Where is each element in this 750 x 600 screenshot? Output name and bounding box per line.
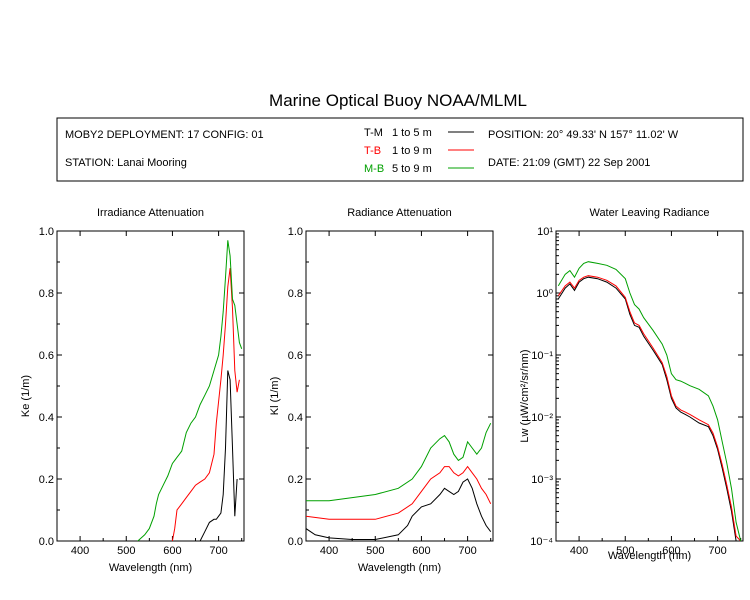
station-text: STATION: Lanai Mooring (65, 157, 187, 169)
x-tick-label: 500 (616, 545, 634, 557)
x-axis-label: Wavelength (nm) (358, 562, 441, 574)
position-text: POSITION: 20° 49.33' N 157° 11.02' W (488, 129, 679, 141)
y-tick-label: 0.4 (39, 412, 54, 424)
x-tick-label: 700 (209, 545, 227, 557)
y-tick-label: 0.0 (39, 536, 54, 548)
series-line-t-b (171, 268, 240, 541)
y-tick-label: 0.2 (288, 474, 303, 486)
series-line-t-b (557, 275, 742, 541)
x-tick-label: 600 (412, 545, 430, 557)
y-tick-label: 10⁻¹ (531, 350, 553, 362)
y-tick-label: 0.0 (288, 536, 303, 548)
y-tick-label: 10¹ (537, 226, 553, 238)
legend-range-t-b: 1 to 9 m (392, 145, 432, 157)
info-box (56, 117, 744, 182)
y-tick-label: 0.8 (39, 288, 54, 300)
legend-code-t-m: T-M (364, 127, 383, 139)
x-tick-label: 400 (320, 545, 338, 557)
legend-code-m-b: M-B (364, 163, 384, 175)
deployment-text: MOBY2 DEPLOYMENT: 17 CONFIG: 01 (65, 129, 264, 141)
y-tick-label: 0.4 (288, 412, 303, 424)
y-tick-label: 10⁻² (531, 412, 553, 424)
x-tick-label: 500 (366, 545, 384, 557)
x-tick-label: 400 (570, 545, 588, 557)
x-tick-label: 700 (458, 545, 476, 557)
chart-panel-2: Radiance Attenuation 400 500 600 700 0.0 0.2 0.… (269, 207, 494, 574)
y-tick-label: 10⁰ (536, 288, 553, 300)
y-tick-label: 1.0 (39, 226, 54, 238)
panel-title: Irradiance Attenuation (97, 207, 204, 219)
plot-frame (305, 230, 494, 542)
chart-panels: Irradiance Attenuation 400 500 600 700 0.0 0.2… (20, 207, 744, 574)
y-axis-label: Kl (1/m) (269, 377, 281, 416)
y-axis-label: Ke (1/m) (20, 375, 32, 417)
chart-panel-1: Irradiance Attenuation 400 500 600 700 0.0 0.2… (20, 207, 245, 574)
y-tick-label: 0.2 (39, 474, 54, 486)
date-text: DATE: 21:09 (GMT) 22 Sep 2001 (488, 157, 650, 169)
series-line-m-b (557, 261, 742, 541)
plot-frame (555, 230, 744, 542)
x-tick-label: 600 (163, 545, 181, 557)
x-tick-label: 700 (708, 545, 726, 557)
panel-title: Water Leaving Radiance (589, 207, 709, 219)
x-axis-label: Wavelength (nm) (608, 550, 691, 562)
x-tick-label: 600 (662, 545, 680, 557)
series-line-t-b (306, 465, 492, 520)
y-tick-label: 10⁻⁴ (530, 536, 553, 548)
series-line-t-m (306, 478, 492, 540)
legend: T-M 1 to 5 m T-B 1 to 9 m M-B 5 to 9 m (364, 127, 474, 175)
y-tick-label: 0.6 (288, 350, 303, 362)
series-line-t-m (199, 370, 238, 541)
series-line-t-m (557, 276, 741, 541)
y-tick-label: 0.8 (288, 288, 303, 300)
series-line-m-b (306, 422, 492, 502)
series-line-m-b (137, 240, 243, 541)
chart-panel-3: Water Leaving Radiance 400 500 600 700 10⁻⁴ 10… (519, 207, 744, 562)
y-tick-label: 1.0 (288, 226, 303, 238)
figure-title: Marine Optical Buoy NOAA/MLML (269, 91, 527, 110)
legend-code-t-b: T-B (364, 145, 381, 157)
y-axis-label: Lw (µW/cm²/sr/nm) (519, 349, 531, 442)
y-tick-label: 0.6 (39, 350, 54, 362)
y-tick-label: 10⁻³ (531, 474, 553, 486)
legend-range-m-b: 5 to 9 m (392, 163, 432, 175)
x-tick-label: 500 (117, 545, 135, 557)
legend-range-t-m: 1 to 5 m (392, 127, 432, 139)
plot-frame (56, 230, 245, 542)
x-axis-label: Wavelength (nm) (109, 562, 192, 574)
x-tick-label: 400 (71, 545, 89, 557)
panel-title: Radiance Attenuation (347, 207, 452, 219)
